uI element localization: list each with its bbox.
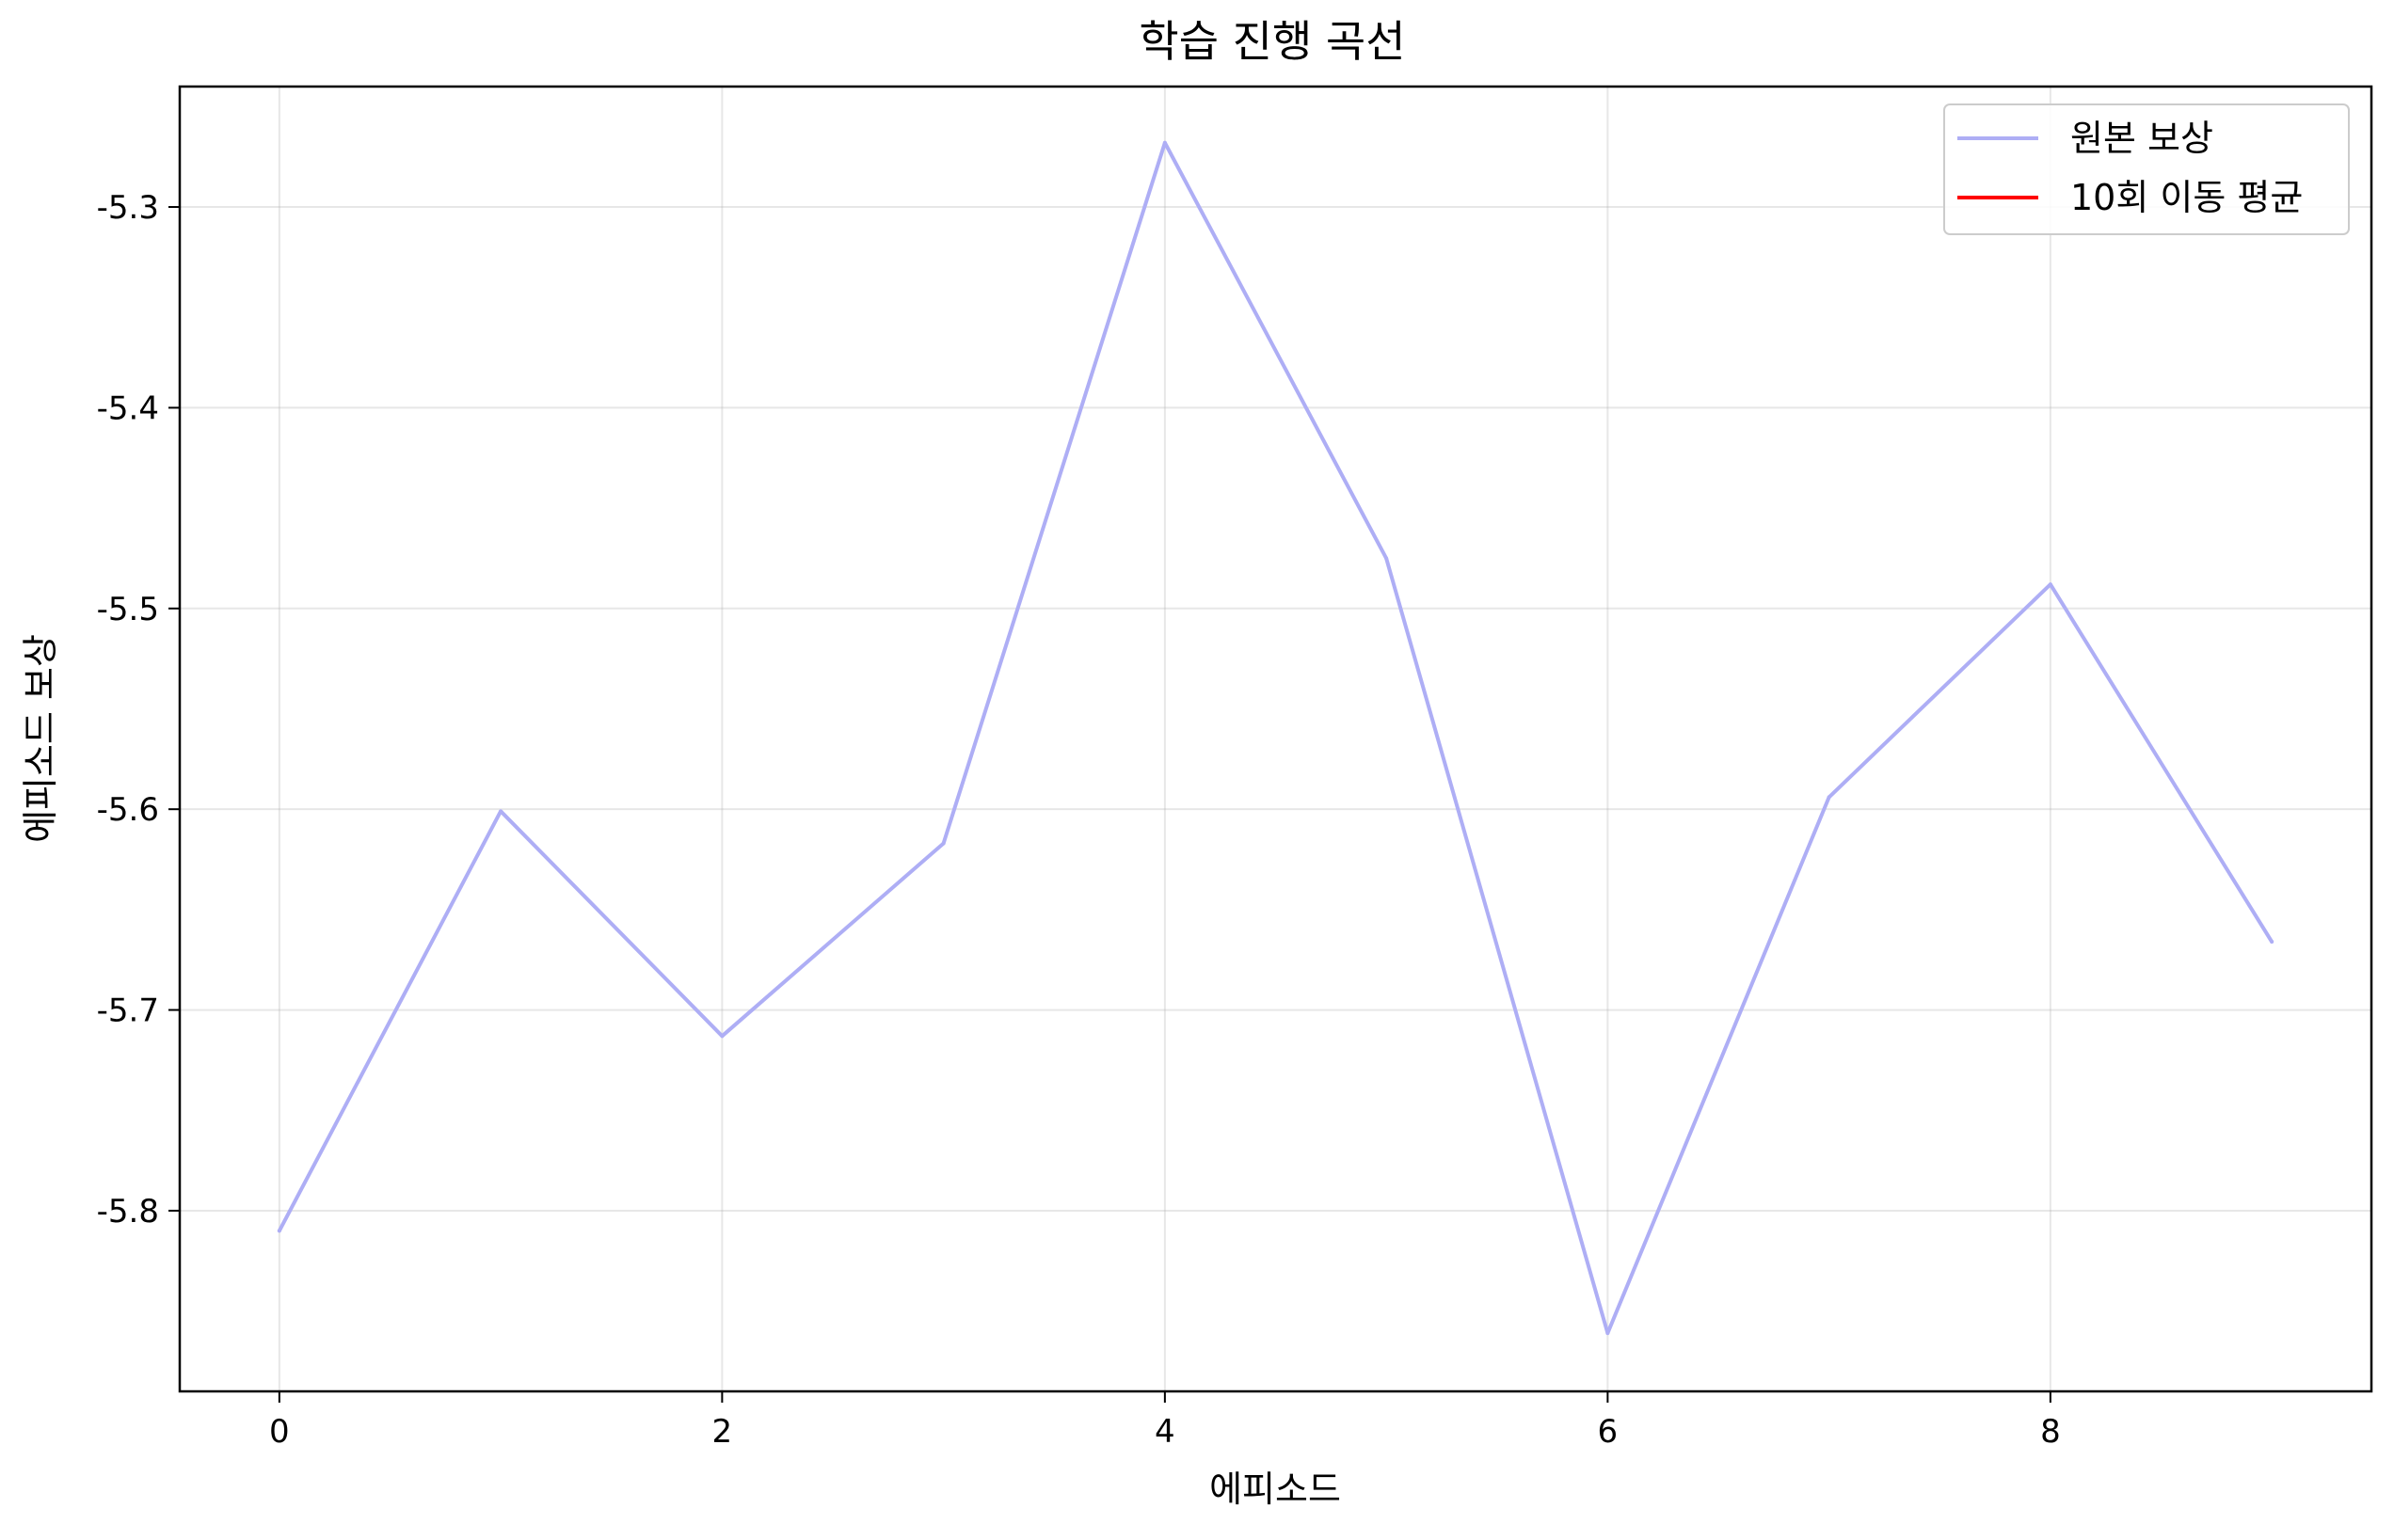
x-tick-label: 0 — [269, 1413, 290, 1451]
y-tick-label: -5.4 — [97, 389, 159, 427]
data-point — [1827, 795, 1831, 800]
y-tick-label: -5.5 — [97, 591, 159, 628]
grid — [180, 87, 2371, 1391]
data-point — [1605, 1331, 1610, 1336]
data-point — [941, 841, 946, 846]
x-tick-label: 8 — [2040, 1413, 2061, 1451]
legend: 원본 보상 10회 이동 평균 — [1943, 103, 2350, 235]
legend-box — [1943, 103, 2350, 235]
legend-label-moving-average: 10회 이동 평균 — [2070, 177, 2303, 218]
chart-title: 학습 진행 곡선 — [1139, 16, 1405, 67]
axis-ticks: 0 2 4 6 8 -5.3 -5.4 -5.5 -5.6 -5.7 -5.8 — [97, 189, 2061, 1451]
data-point — [1162, 140, 1167, 145]
data-point — [277, 1229, 281, 1233]
plot-series — [277, 140, 2274, 1336]
y-tick-label: -5.7 — [97, 992, 159, 1030]
y-tick-label: -5.6 — [97, 791, 159, 829]
legend-label-raw-reward: 원본 보상 — [2070, 118, 2213, 159]
plot-frame — [178, 85, 2373, 1393]
data-point — [499, 809, 503, 814]
y-tick-label: -5.8 — [97, 1193, 159, 1230]
series-line-0 — [277, 140, 2274, 1336]
data-point — [720, 1034, 725, 1039]
x-tick-label: 6 — [1598, 1413, 1619, 1451]
x-axis-label: 에피소드 — [1209, 1469, 1341, 1510]
x-tick-label: 4 — [1155, 1413, 1175, 1451]
y-tick-label: -5.3 — [97, 189, 159, 227]
y-axis-label: 에피소드 보상 — [20, 634, 61, 843]
data-point — [1384, 556, 1389, 561]
x-tick-label: 2 — [712, 1413, 733, 1451]
data-point — [2270, 940, 2274, 945]
data-point — [2048, 582, 2052, 587]
